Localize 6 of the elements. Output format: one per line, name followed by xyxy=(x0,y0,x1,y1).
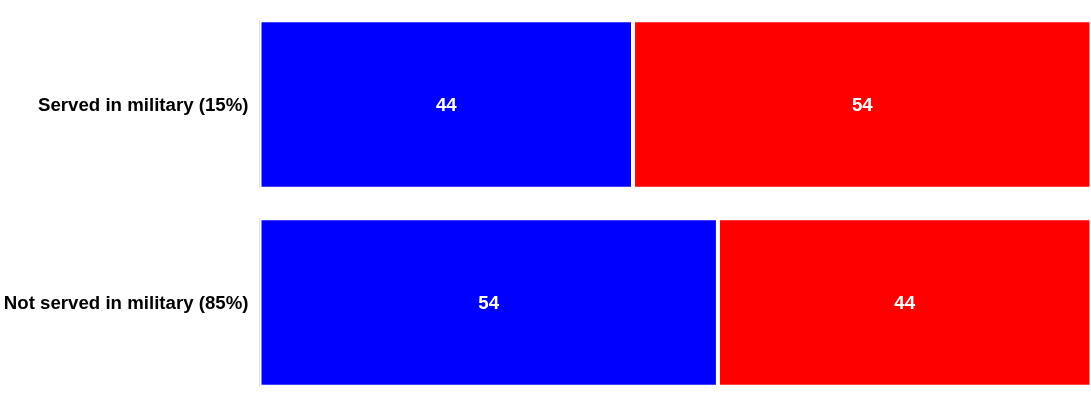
data-label: 44 xyxy=(894,292,916,313)
y-tick-label: Not served in military (85%) xyxy=(3,292,249,313)
data-label: 54 xyxy=(478,292,500,313)
data-label: 54 xyxy=(851,94,874,115)
y-tick-label: Served in military (15%) xyxy=(38,94,249,115)
data-label: 44 xyxy=(435,94,458,115)
